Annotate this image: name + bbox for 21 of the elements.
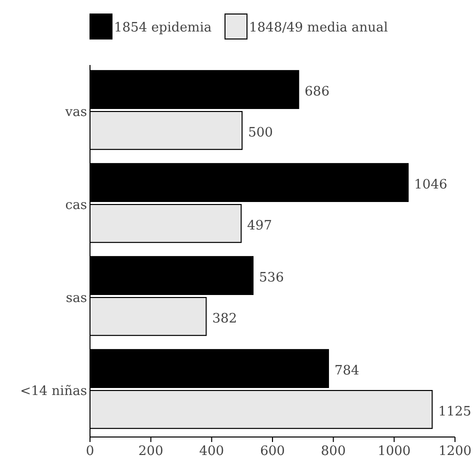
legend-label: 1854 epidemia bbox=[114, 20, 212, 36]
data-label: 382 bbox=[212, 312, 238, 327]
data-label: 497 bbox=[247, 218, 272, 234]
x-tick-label: 200 bbox=[138, 444, 164, 459]
y-tick-label: <14 niñas bbox=[20, 384, 87, 400]
y-tick-label: vas bbox=[64, 105, 87, 120]
x-tick-label: 0 bbox=[86, 444, 94, 459]
x-tick-label: 1000 bbox=[378, 444, 411, 459]
data-label: 500 bbox=[248, 126, 273, 141]
data-label: 784 bbox=[334, 364, 360, 379]
y-tick-label: cas bbox=[65, 198, 87, 214]
legend-label: 1848/49 media anual bbox=[249, 20, 388, 36]
data-label: 1125 bbox=[438, 404, 472, 420]
x-tick-label: 600 bbox=[260, 444, 285, 459]
data-label: 686 bbox=[304, 84, 330, 100]
data-label: 1046 bbox=[414, 178, 448, 193]
y-tick-label: sas bbox=[66, 291, 87, 306]
data-label: 536 bbox=[259, 270, 284, 286]
x-tick-label: 1200 bbox=[438, 444, 472, 459]
x-tick-label: 400 bbox=[199, 444, 224, 459]
x-tick-label: 800 bbox=[320, 444, 346, 459]
